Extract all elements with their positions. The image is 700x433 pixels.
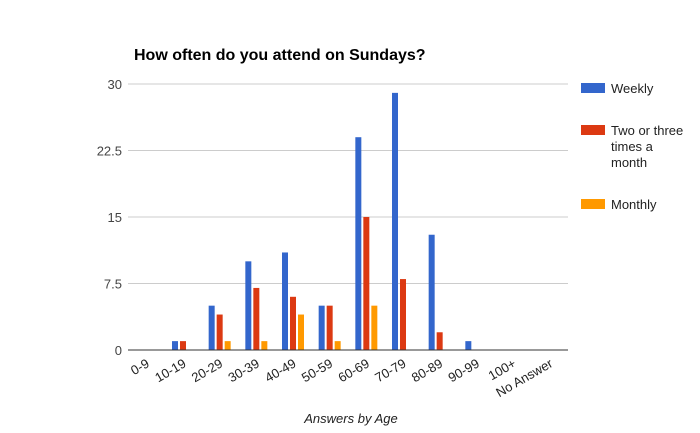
legend-label: Monthly bbox=[611, 197, 657, 212]
bars bbox=[172, 92, 472, 350]
bar-two-or-three-times-a-month-60-69 bbox=[363, 217, 370, 350]
bar-monthly-60-69 bbox=[371, 305, 378, 350]
y-tick-label: 0 bbox=[115, 343, 122, 358]
bar-two-or-three-times-a-month-70-79 bbox=[400, 279, 406, 350]
bar-monthly-40-49 bbox=[298, 314, 304, 350]
bar-weekly-40-49 bbox=[282, 252, 288, 350]
bar-monthly-50-59 bbox=[334, 341, 341, 350]
y-tick-label: 7.5 bbox=[104, 277, 122, 292]
bar-weekly-60-69 bbox=[355, 137, 362, 350]
bar-weekly-30-39 bbox=[245, 261, 252, 350]
bar-two-or-three-times-a-month-10-19 bbox=[180, 341, 186, 350]
bar-weekly-80-89 bbox=[428, 234, 435, 350]
legend-swatch bbox=[581, 199, 605, 209]
legend-swatch bbox=[581, 83, 605, 93]
y-tick-label: 22.5 bbox=[97, 144, 122, 159]
bar-weekly-20-29 bbox=[208, 305, 215, 350]
bar-two-or-three-times-a-month-40-49 bbox=[290, 296, 296, 350]
bar-monthly-30-39 bbox=[261, 341, 268, 350]
legend-label: Weekly bbox=[611, 81, 654, 96]
bar-two-or-three-times-a-month-30-39 bbox=[253, 287, 260, 350]
bar-weekly-10-19 bbox=[172, 341, 178, 350]
y-axis-ticks: 0 7.5 15 22.5 30 bbox=[97, 77, 122, 358]
legend-label: Two or three times a month bbox=[611, 123, 683, 170]
legend: Weekly Two or three times a month Monthly bbox=[581, 81, 683, 212]
bar-two-or-three-times-a-month-80-89 bbox=[436, 332, 443, 350]
x-axis-label: Answers by Age bbox=[303, 411, 397, 426]
legend-swatch bbox=[581, 125, 605, 135]
chart-title: How often do you attend on Sundays? bbox=[134, 47, 426, 64]
bar-weekly-50-59 bbox=[318, 305, 325, 350]
bar-two-or-three-times-a-month-20-29 bbox=[216, 314, 223, 350]
bar-two-or-three-times-a-month-50-59 bbox=[326, 305, 333, 350]
y-tick-label: 15 bbox=[108, 210, 122, 225]
bar-monthly-20-29 bbox=[224, 341, 231, 350]
gridlines bbox=[128, 83, 568, 284]
y-tick-label: 30 bbox=[108, 77, 122, 92]
bar-weekly-90-99 bbox=[465, 341, 472, 350]
bar-weekly-70-79 bbox=[392, 92, 398, 350]
